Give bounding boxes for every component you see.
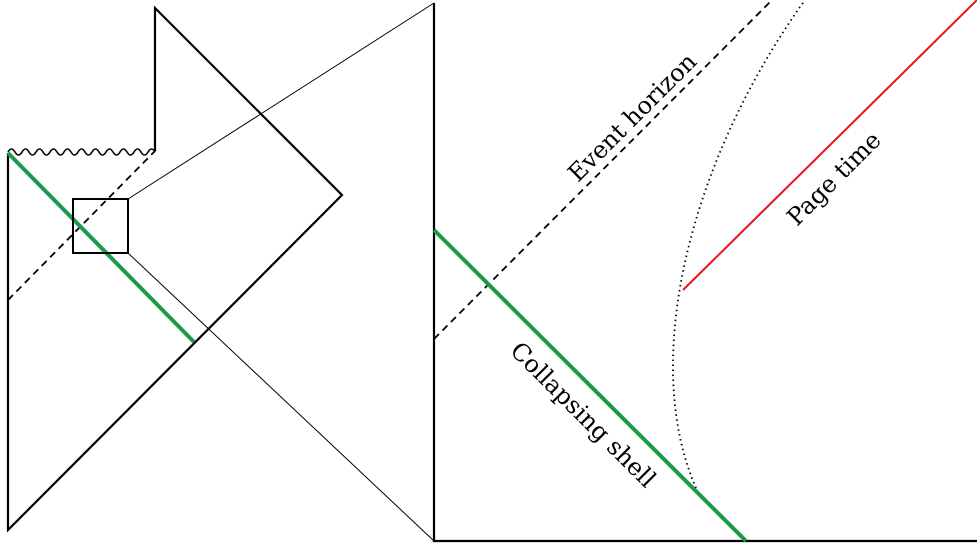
event-horizon-small: [7, 150, 156, 301]
singularity-line: [7, 148, 156, 156]
collapsing-shell-small: [6, 151, 196, 344]
zoom-connector-bottom: [127, 252, 435, 542]
event-horizon-line: [433, 0, 773, 340]
zoomed-view: Event horizon Page time Collapsing shell: [432, 0, 977, 543]
event-horizon-label: Event horizon: [562, 48, 702, 188]
zoom-frame: [432, 3, 977, 543]
penrose-diagram-left: [6, 5, 344, 533]
collapsing-shell-label: Collapsing shell: [505, 336, 662, 493]
page-time-line: [682, 0, 977, 291]
zoom-box: [72, 198, 129, 254]
zoom-connector-top: [127, 2, 435, 200]
penrose-boundary: [6, 5, 344, 533]
collapsing-shell-line: [432, 228, 748, 543]
dotted-trajectory: [672, 0, 806, 489]
